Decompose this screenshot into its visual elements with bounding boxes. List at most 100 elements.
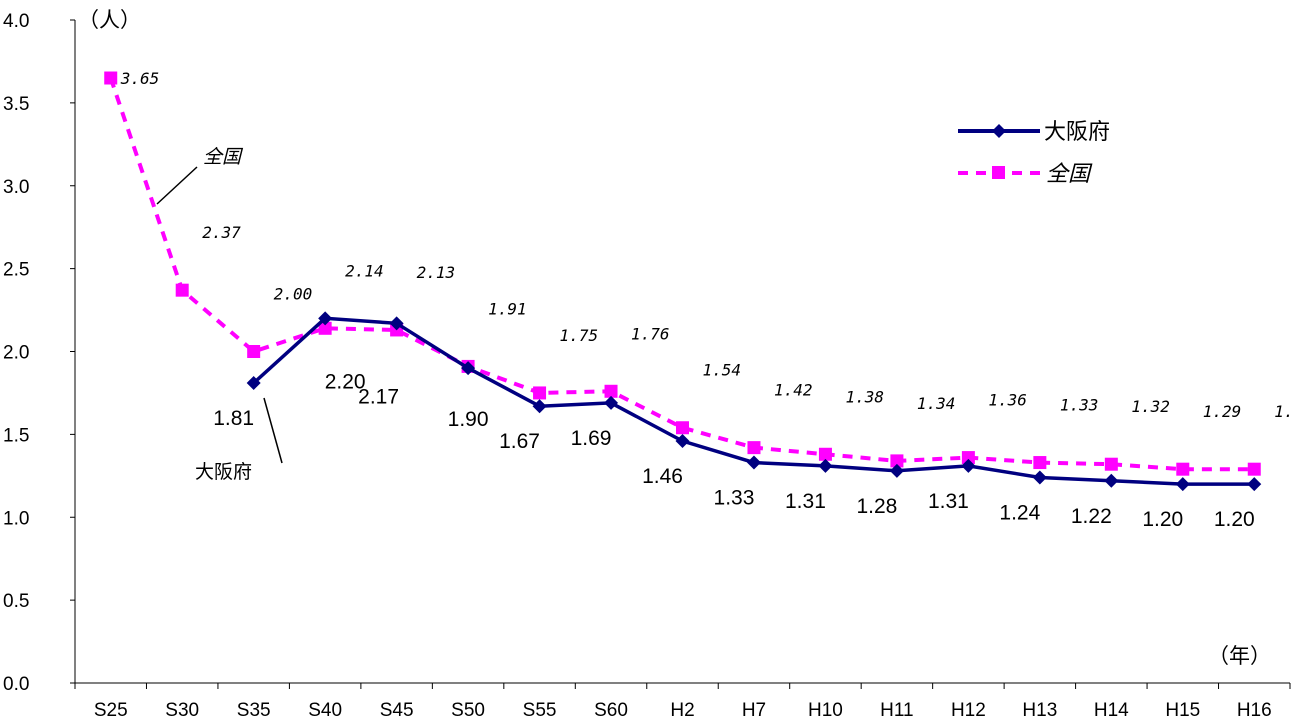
x-tick-label: S45 (380, 700, 414, 721)
y-tick-label: 0.0 (3, 674, 29, 695)
osaka-data-label: 1.20 (1214, 508, 1255, 531)
osaka-marker (604, 395, 619, 410)
national-line (108, 77, 1255, 472)
osaka-data-label: 1.24 (999, 501, 1040, 524)
x-tick-label: H13 (1022, 700, 1057, 721)
x-ticks: S25 S30 S35 S40 S45 S50 S55 S60 H2 H7 H10 H11 H12 H13… (74, 683, 1291, 721)
legend-osaka-label: 大阪府 (1044, 120, 1110, 145)
osaka-data-label: 1.31 (785, 490, 826, 513)
national-data-label: 2.37 (202, 223, 241, 242)
national-data-label: 1.29 (1274, 402, 1292, 421)
national-marker (1033, 456, 1047, 470)
data-labels-national: 3.65 2.37 2.00 2.14 2.13 1.91 1.75 1.76 1.54 1.42… (120, 69, 1292, 421)
y-tick-label: 4.0 (3, 11, 29, 32)
y-tick-label: 0.5 (3, 591, 29, 612)
x-tick-label: H11 (880, 700, 913, 721)
y-ticks: 0.0 0.5 1.0 1.5 2.0 2.5 3.0 3.5 4.0 (3, 11, 75, 695)
national-data-label: 3.65 (120, 69, 160, 88)
national-marker (961, 451, 975, 465)
x-unit-label: （年） (1208, 644, 1271, 668)
legend-osaka-marker (992, 124, 1006, 138)
osaka-data-label: 1.81 (213, 407, 254, 430)
osaka-marker (889, 463, 904, 478)
national-marker (247, 345, 261, 358)
osaka-marker (675, 434, 690, 449)
x-tick-label: H15 (1165, 700, 1200, 721)
x-tick-label: S50 (451, 700, 485, 721)
osaka-data-label: 1.22 (1071, 505, 1112, 528)
osaka-data-label: 1.69 (571, 427, 612, 450)
y-tick-label: 1.0 (3, 508, 29, 529)
osaka-marker (1247, 477, 1262, 492)
y-tick-label: 2.5 (3, 260, 29, 281)
national-data-label: 1.42 (774, 381, 813, 400)
x-tick-label: H12 (951, 700, 986, 721)
data-labels-osaka: 1.81 2.202.17 1.90 1.67 1.69 1.46 1.33 1.31 1.28… (213, 370, 1254, 531)
osaka-marker (1032, 470, 1047, 485)
national-marker (747, 441, 761, 455)
callout-national-text: 全国 (203, 146, 244, 168)
national-data-label: 1.33 (1060, 396, 1099, 415)
national-marker (676, 421, 689, 435)
national-data-label: 1.76 (631, 324, 670, 343)
national-data-label: 1.34 (917, 394, 956, 413)
national-marker (890, 454, 904, 468)
x-tick-label: S55 (523, 700, 557, 721)
osaka-marker (818, 458, 833, 473)
national-marker (533, 386, 547, 400)
callout-national-leader (156, 166, 198, 205)
national-marker (175, 283, 189, 297)
y-tick-label: 3.5 (3, 94, 29, 115)
x-tick-label: S40 (308, 700, 342, 721)
y-tick-label: 3.0 (3, 177, 29, 198)
osaka-data-label: 1.67 (499, 430, 540, 453)
x-tick-label: H14 (1094, 700, 1129, 721)
osaka-marker (318, 311, 333, 326)
osaka-data-label: 1.46 (642, 465, 683, 488)
legend-national-label: 全国 (1046, 162, 1093, 187)
x-tick-label: H2 (670, 700, 694, 721)
osaka-data-label: 2.20 (325, 370, 366, 393)
x-tick-label: S60 (594, 700, 628, 721)
legend-national-marker (992, 166, 1005, 179)
x-tick-label: H10 (808, 700, 843, 721)
national-marker (1104, 457, 1118, 471)
x-tick-label: S35 (237, 700, 271, 721)
osaka-data-label: 1.31 (928, 490, 969, 513)
osaka-data-label: 1.28 (856, 495, 897, 518)
x-tick-label: S30 (165, 700, 199, 721)
national-marker (1247, 462, 1261, 476)
y-tick-label: 2.0 (3, 343, 29, 364)
national-marker (104, 71, 118, 85)
national-data-label: 2.14 (345, 261, 384, 280)
callout-osaka-leader (263, 397, 283, 464)
osaka-marker (532, 399, 547, 414)
national-data-label: 2.00 (274, 285, 313, 304)
osaka-data-label: 1.33 (714, 487, 755, 510)
series-national (104, 71, 1261, 476)
series-osaka (246, 311, 1262, 492)
national-data-label: 1.91 (488, 299, 527, 318)
osaka-marker (461, 361, 476, 376)
national-marker (1176, 462, 1190, 476)
osaka-marker (961, 458, 976, 473)
osaka-data-label: 1.90 (448, 408, 489, 431)
national-data-label: 1.38 (845, 387, 884, 406)
national-marker (604, 384, 618, 398)
callout-osaka-text: 大阪府 (195, 461, 252, 483)
callout-osaka: 大阪府 (195, 397, 283, 483)
x-tick-label: H7 (742, 700, 766, 721)
national-data-label: 2.13 (417, 263, 456, 282)
x-tick-label: S25 (94, 700, 128, 721)
osaka-data-label: 1.20 (1142, 508, 1183, 531)
osaka-marker (246, 375, 261, 390)
national-data-label: 1.32 (1131, 397, 1170, 416)
osaka-marker (1175, 477, 1190, 492)
osaka-marker (1104, 473, 1119, 488)
legend: 大阪府 全国 (958, 120, 1110, 187)
national-data-label: 1.54 (703, 361, 742, 380)
national-marker (318, 321, 332, 335)
osaka-data-label: 2.17 (358, 385, 399, 408)
osaka-marker (746, 455, 761, 470)
